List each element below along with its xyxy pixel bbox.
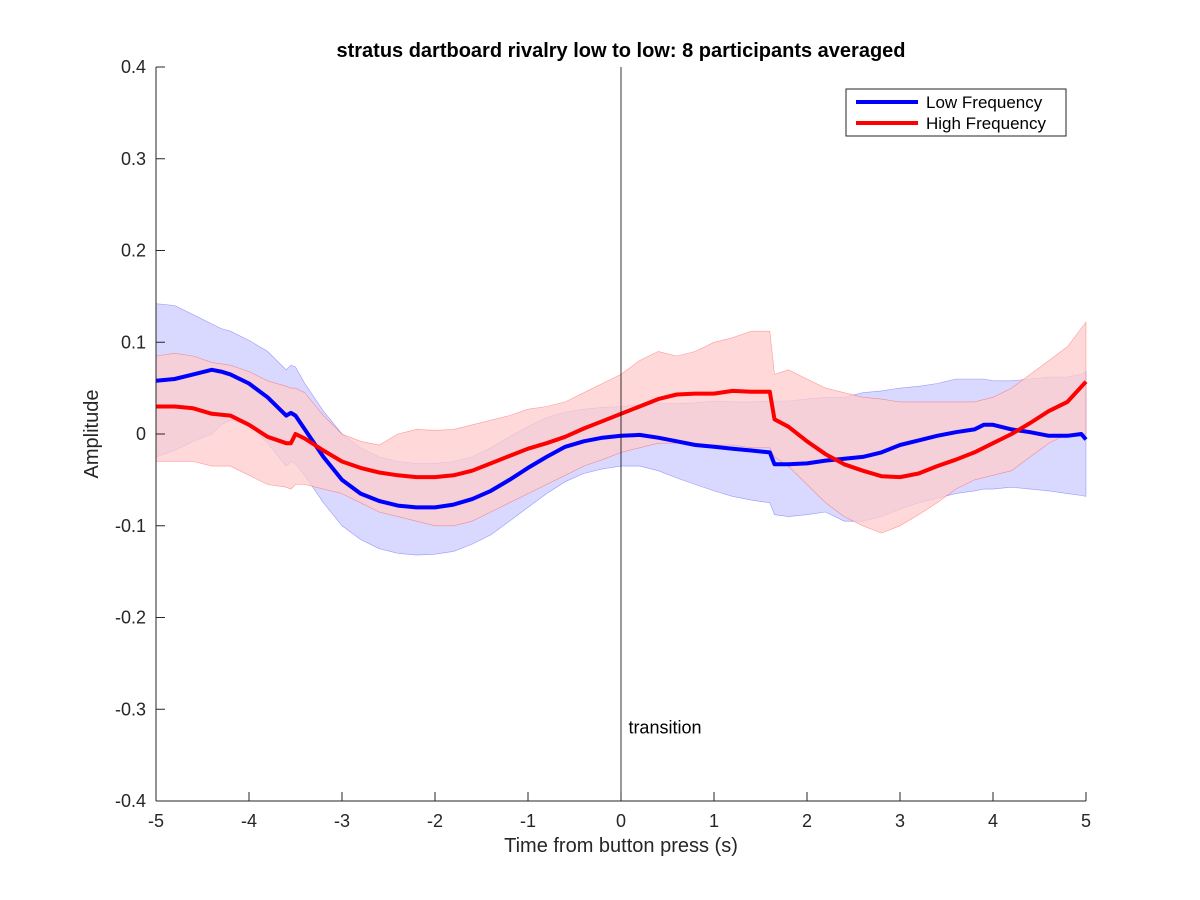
legend-label: Low Frequency [926,93,1043,112]
x-tick-label: -5 [148,811,164,831]
transition-annotation: transition [628,718,701,738]
y-tick-label: 0.2 [121,241,146,261]
x-tick-label: 1 [709,811,719,831]
y-tick-label: -0.4 [115,791,146,811]
x-axis-label: Time from button press (s) [504,835,738,857]
x-tick-label: -4 [241,811,257,831]
legend-box [845,88,1067,137]
x-tick-label: -1 [520,811,536,831]
x-tick-label: 3 [895,811,905,831]
legend: Low Frequency High Frequency [845,88,1067,137]
y-tick-label: 0.4 [121,57,146,77]
y-tick-label: 0.1 [121,332,146,352]
y-tick-label: 0.3 [121,149,146,169]
x-tick-label: -2 [427,811,443,831]
x-tick-label: 2 [802,811,812,831]
y-axis-label: Amplitude [81,390,103,479]
axes: -5 -4 -3 -2 -1 0 1 2 3 4 5 -0.4 -0.3 -0.2 -0.1 0 0.1 0.2 0… [115,57,1091,831]
chart-title: stratus dartboard rivalry low to low: 8 … [336,40,905,62]
y-tick-label: -0.2 [115,608,146,628]
line-high-frequency [156,380,1088,480]
y-tick-label: -0.3 [115,699,146,719]
y-tick-label: -0.1 [115,516,146,536]
x-tick-label: 0 [616,811,626,831]
x-tick-label: 4 [988,811,998,831]
x-tick-label: 5 [1081,811,1091,831]
legend-label: High Frequency [926,114,1047,133]
x-tick-label: -3 [334,811,350,831]
y-tick-label: 0 [136,424,146,444]
